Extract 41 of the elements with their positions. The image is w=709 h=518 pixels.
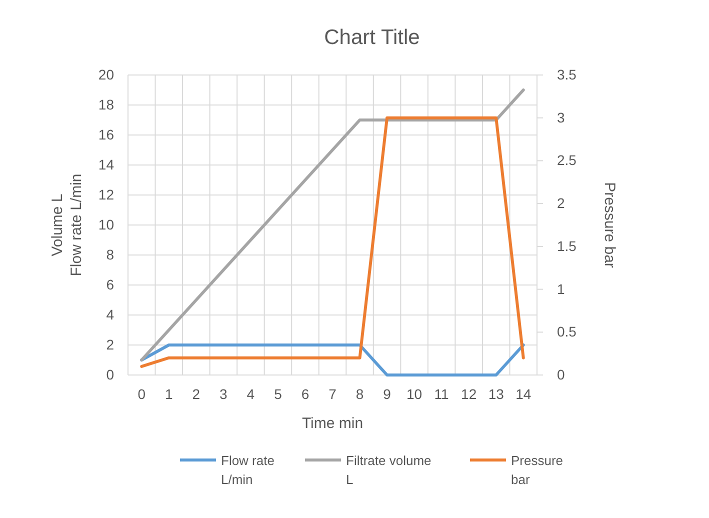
y2-tick-label: 3.5 xyxy=(557,66,577,82)
y-tick-label: 8 xyxy=(106,246,114,262)
x-tick-label: 4 xyxy=(246,386,255,402)
y-tick-label: 20 xyxy=(98,66,114,82)
y-axis-title: Volume L Flow rate L/min xyxy=(49,174,85,276)
y-tick-label: 10 xyxy=(98,216,114,232)
x-tick-label: 9 xyxy=(383,386,392,402)
legend-label: Pressure bar xyxy=(511,453,564,487)
y-tick-label: 16 xyxy=(98,126,114,142)
y2-axis-title: Pressure bar xyxy=(601,182,618,268)
x-axis-title: Time min xyxy=(302,415,364,432)
y2-tick-label: 3 xyxy=(557,109,565,126)
chart-title: Chart Title xyxy=(324,26,420,49)
y2-tick-label: 2 xyxy=(557,195,565,212)
x-tick-label: 12 xyxy=(461,386,477,402)
y-tick-label: 14 xyxy=(98,156,114,172)
y-tick-label: 0 xyxy=(106,366,114,382)
x-tick-label: 13 xyxy=(488,386,504,402)
x-tick-label: 7 xyxy=(328,386,337,402)
x-tick-label: 14 xyxy=(516,386,532,402)
x-tick-label: 1 xyxy=(165,386,173,402)
y-tick-label: 12 xyxy=(98,186,114,202)
x-tick-label: 2 xyxy=(192,386,200,402)
x-tick-label: 8 xyxy=(356,386,364,402)
y2-tick-label: 1.5 xyxy=(557,238,577,254)
x-tick-label: 3 xyxy=(220,386,228,402)
y2-tick-label: 0 xyxy=(557,366,565,382)
legend-label: Flow rate L/min xyxy=(221,453,274,487)
x-tick-label: 0 xyxy=(138,386,146,402)
y2-tick-label: 1 xyxy=(557,280,565,297)
y-tick-label: 18 xyxy=(98,96,114,112)
x-tick-label: 10 xyxy=(406,386,422,402)
legend-label: Filtrate volume L xyxy=(346,453,432,487)
x-tick-label: 6 xyxy=(301,386,310,402)
y2-tick-label: 0.5 xyxy=(557,324,577,340)
y-tick-label: 2 xyxy=(106,336,114,352)
y2-tick-label: 2.5 xyxy=(557,152,577,168)
x-tick-label: 5 xyxy=(274,386,282,402)
x-tick-label: 11 xyxy=(434,386,450,402)
y-tick-label: 6 xyxy=(106,276,114,292)
y-tick-label: 4 xyxy=(106,306,114,322)
